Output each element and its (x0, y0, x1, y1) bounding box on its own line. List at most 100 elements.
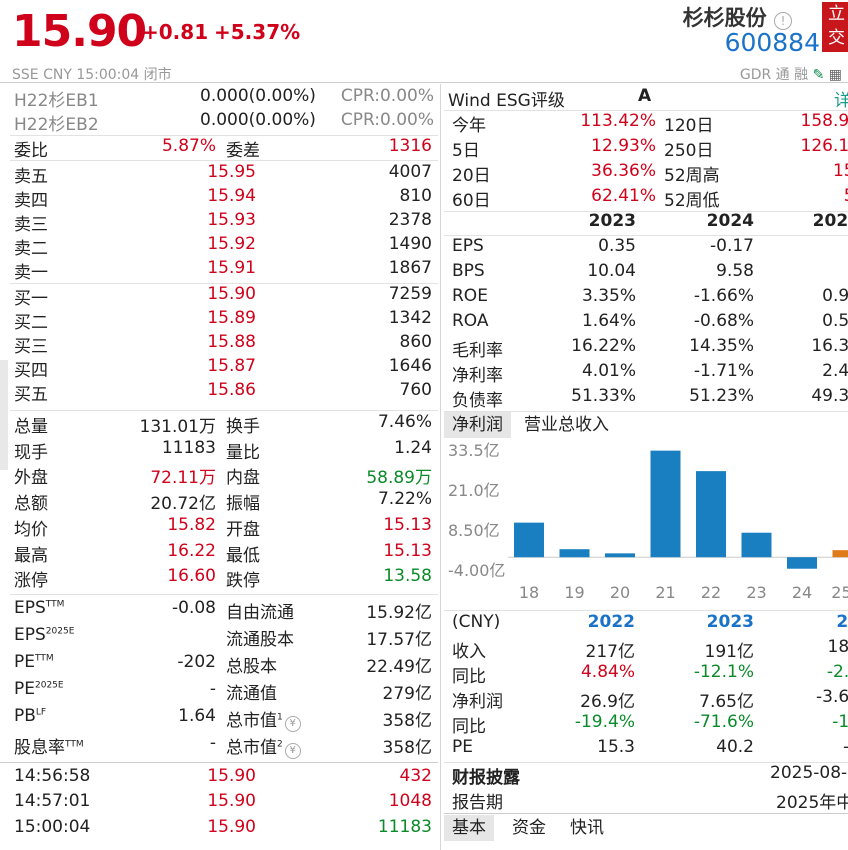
fin-label: BPS (452, 261, 485, 281)
return-value: 15. (832, 161, 848, 181)
stat-value: 15.13 (383, 514, 432, 535)
valuation-label-sup: LF (35, 707, 47, 718)
bar-20[interactable] (605, 553, 635, 558)
ask-label: 卖二 (14, 239, 48, 259)
valuation-value: - (209, 678, 216, 699)
return-label: 今年 (452, 116, 486, 136)
valuation-label: EPSTTM (14, 598, 64, 618)
scroll-handle[interactable] (0, 360, 8, 470)
return-value: 36.36% (591, 161, 656, 181)
grid-icon[interactable]: ▦ (828, 67, 842, 83)
bar-22[interactable] (696, 471, 726, 558)
tab-revenue[interactable]: 营业总收入 (524, 415, 609, 435)
ask-price[interactable]: 15.94 (207, 186, 256, 206)
return-value: 12.93% (591, 136, 656, 156)
return-value: 158.96 (800, 111, 848, 131)
ask-label: 卖五 (14, 167, 48, 187)
valuation-label: EPS2025E (14, 625, 74, 645)
return-label: 120日 (664, 116, 714, 136)
stat-label: 均价 (14, 519, 48, 540)
valuation-label: PETTM (14, 652, 54, 672)
stock-name[interactable]: 杉杉股份 ! (683, 2, 792, 32)
ask-price[interactable]: 15.95 (207, 162, 256, 182)
fin-year-header: 2024 (706, 211, 754, 231)
return-label: 52周低 (664, 191, 720, 211)
convertible-name[interactable]: H22杉EB2 (14, 115, 99, 135)
stat-value: 7.22% (377, 489, 432, 510)
fin-value: 16.32 (811, 336, 848, 356)
period-label: 报告期 (452, 793, 503, 813)
bottom-tab-1[interactable]: 资金 (512, 818, 546, 838)
valuation-label-sup: 2 (277, 739, 283, 750)
x-tick-label: 18 (519, 583, 539, 602)
fin-label: 净利率 (452, 366, 503, 386)
edit-icon[interactable]: ✎ (812, 67, 825, 83)
ask-price[interactable]: 15.91 (207, 258, 256, 278)
bid-price[interactable]: 15.86 (207, 380, 256, 400)
net-profit-chart[interactable]: 33.5亿 21.0亿 8.50亿 -4.00亿 18 19 20 21 22 23 24 25H (444, 440, 848, 610)
annual-value: 40.2 (716, 737, 754, 757)
tick-volume: 11183 (377, 816, 432, 837)
valuation-label-sup: TTM (65, 739, 84, 750)
esg-detail-link[interactable]: 详 (834, 91, 848, 111)
ask-price[interactable]: 15.93 (207, 210, 256, 230)
bar-25H[interactable] (832, 550, 848, 558)
annual-value: -4 (760, 737, 848, 757)
fin-value: 51.33% (571, 386, 636, 406)
price-change: +0.81 (142, 20, 209, 44)
return-value: 126.17 (800, 136, 848, 156)
bar-19[interactable] (559, 549, 590, 558)
valuation-value: 1.64 (178, 705, 216, 726)
bid-price[interactable]: 15.88 (207, 332, 256, 352)
valuation-label-text: 流通值 (226, 683, 277, 704)
info-icon[interactable]: ! (774, 12, 792, 30)
wc-value: 1316 (388, 136, 432, 156)
bottom-tab-0[interactable]: 基本 (444, 815, 494, 841)
divider (444, 762, 848, 763)
fin-value: 2.42 (822, 361, 848, 381)
bar-23[interactable] (741, 532, 772, 558)
gdr-line: GDR 通 融 ✎ ▦ (739, 67, 842, 83)
divider (10, 135, 438, 136)
valuation-label-text: 总市值 (226, 710, 277, 731)
stat-label: 跌停 (226, 571, 260, 592)
tick-price: 15.90 (207, 816, 256, 837)
bar-21[interactable] (650, 450, 681, 558)
disclosure-value[interactable]: 2025-08- (770, 763, 848, 783)
convertible-value: 0.000(0.00%) (200, 110, 316, 130)
yuan-icon[interactable]: ¥ (284, 742, 301, 759)
market-status: SSE CNY 15:00:04 闭市 (12, 67, 172, 83)
ask-price[interactable]: 15.92 (207, 234, 256, 254)
fin-year-header: 2023 (588, 211, 636, 231)
bar-24[interactable] (787, 557, 817, 569)
stat-label: 现手 (14, 442, 48, 463)
valuation-label: 流通股本 (226, 625, 294, 650)
valuation-label: 总股本 (226, 652, 277, 677)
tab-net-profit[interactable]: 净利润 (444, 412, 511, 438)
bar-18[interactable] (514, 522, 544, 558)
fin-value: 49.34 (811, 386, 848, 406)
bid-price[interactable]: 15.89 (207, 308, 256, 328)
divider (10, 593, 438, 595)
valuation-label: 自由流通 (226, 598, 294, 623)
valuation-value: 22.49亿 (366, 656, 432, 677)
valuation-label: PE2025E (14, 679, 64, 699)
fin-label: EPS (452, 236, 484, 256)
stat-value: 131.01万 (139, 417, 216, 437)
valuation-label-text: EPS (14, 597, 46, 618)
valuation-label-sup: 1 (277, 712, 283, 723)
bid-volume: 1646 (388, 356, 432, 376)
return-value: 5. (760, 186, 848, 206)
bottom-tab-2[interactable]: 快讯 (570, 818, 604, 838)
convertible-cpr: CPR:0.00% (340, 110, 434, 130)
valuation-label-sup: 2025E (45, 626, 75, 637)
convertible-name[interactable]: H22杉EB1 (14, 91, 99, 111)
esg-label[interactable]: Wind ESG评级 (448, 91, 565, 111)
bid-volume: 760 (399, 380, 432, 400)
valuation-label-text: PB (14, 705, 36, 726)
bid-price[interactable]: 15.90 (207, 284, 256, 304)
stat-label: 涨停 (14, 571, 48, 592)
tag-badge[interactable]: 立交 (822, 2, 848, 52)
bid-price[interactable]: 15.87 (207, 356, 256, 376)
yuan-icon[interactable]: ¥ (284, 715, 301, 732)
